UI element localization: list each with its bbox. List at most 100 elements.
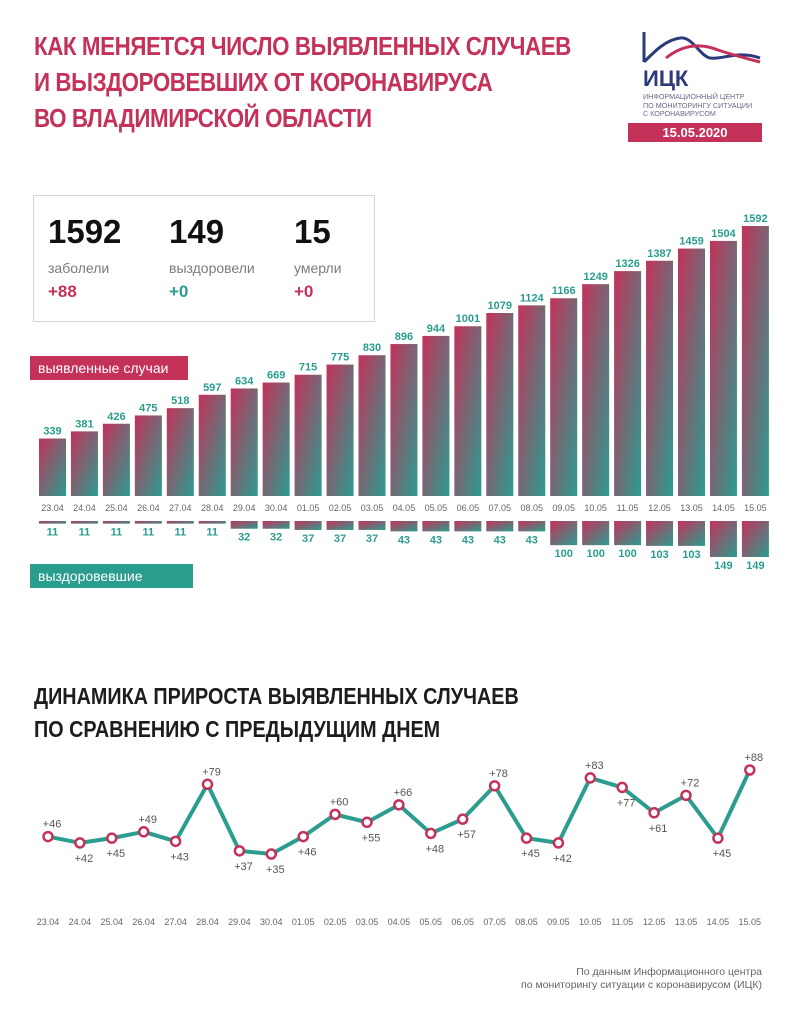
date-tick-label: 28.04 [201,503,224,513]
cases-value-label: 634 [235,375,254,387]
cases-value-label: 1124 [520,292,545,304]
increase-value-label: +46 [298,847,317,859]
date-tick-label: 26.04 [132,917,155,927]
cases-value-label: 1504 [711,228,736,240]
section2-title-line: ДИНАМИКА ПРИРОСТА ВЫЯВЛЕННЫХ СЛУЧАЕВ [34,683,519,709]
recovered-value-label: 43 [462,534,474,546]
recovered-bar [102,521,130,524]
date-tick-label: 25.04 [105,503,128,513]
increase-point [265,848,278,860]
increase-value-label: +37 [234,861,253,873]
increase-value-label: +61 [649,823,668,835]
recovered-value-label: 103 [682,549,700,561]
recovered-bar [741,521,769,557]
date-tick-label: 23.04 [41,503,64,513]
cases-bar [486,313,514,496]
stat-recovered: 149 выздоровели +0 [169,214,255,302]
cases-bar [134,415,162,496]
cases-value-label: 1592 [743,213,767,225]
date-tick-label: 23.04 [37,917,60,927]
recovered-bar [166,521,194,524]
recovered-value-label: 11 [47,527,59,539]
date-tick-label: 11.05 [617,503,639,513]
date-tick-label: 08.05 [515,917,538,927]
stat-value: 1592 [48,213,122,250]
increase-value-label: +45 [713,848,732,860]
cases-value-label: 1249 [583,271,607,283]
logo-subtitle-line: С КОРОНАВИРУСОМ [643,109,716,118]
cases-bar [518,305,546,496]
cases-bar [582,284,610,496]
recovered-bar [70,521,98,524]
cases-value-label: 1001 [456,313,480,325]
recovered-bar [294,521,322,530]
date-tick-label: 25.04 [101,917,124,927]
recovered-bar [709,521,737,557]
date-tick-label: 24.04 [69,917,92,927]
recovered-value-label: 43 [430,534,442,546]
cases-value-label: 830 [363,342,381,354]
date-tick-label: 02.05 [324,917,347,927]
recovered-value-label: 11 [206,527,218,539]
cases-bar [294,374,322,496]
date-tick-label: 04.05 [393,503,416,513]
increase-value-label: +55 [362,832,381,844]
increase-value-label: +57 [457,829,476,841]
recovered-value-label: 100 [586,548,604,560]
increase-value-label: +60 [330,796,349,808]
cases-bar [166,408,194,496]
date-tick-label: 06.05 [451,917,474,927]
icc-logo: ИЦК ИНФОРМАЦИОННЫЙ ЦЕНТР ПО МОНИТОРИНГУ … [626,28,762,118]
section2-title-line: ПО СРАВНЕНИЮ С ПРЕДЫДУЩИМ ДНЕМ [34,716,441,742]
increase-value-label: +72 [681,777,700,789]
increase-point [680,789,692,802]
date-tick-label: 09.05 [547,917,570,927]
cases-bar [646,260,674,496]
recovered-value-label: 43 [494,534,506,546]
source-note-line: по мониторингу ситуации с коронавирусом … [521,979,762,991]
date-tick-label: 14.05 [712,503,735,513]
recovered-value-label: 37 [334,533,346,545]
increase-value-label: +83 [585,760,604,772]
date-tick-label: 10.05 [579,917,602,927]
date-tick-label: 29.04 [233,503,256,513]
cases-bar [262,382,290,496]
section2-title: ДИНАМИКА ПРИРОСТА ВЫЯВЛЕННЫХ СЛУЧАЕВ ПО … [34,680,519,746]
cases-bar [614,271,642,496]
date-tick-label: 24.04 [73,503,96,513]
cases-value-label: 339 [43,426,61,438]
stat-value: 149 [169,213,225,250]
cases-value-label: 1387 [647,248,671,260]
stats-box: 1592 заболели +88 149 выздоровели +0 15 … [33,195,375,322]
date-tick-label: 15.05 [739,917,762,927]
logo-abbr: ИЦК [643,66,689,91]
source-note: По данным Информационного центра по мони… [521,966,762,992]
cases-bar [550,298,578,496]
recovered-value-label: 32 [270,532,282,544]
main-title-line: И ВЫЗДОРОВЕВШИХ ОТ КОРОНАВИРУСА [34,67,493,97]
date-tick-label: 27.04 [169,503,192,513]
increase-point [648,807,660,819]
date-tick-label: 10.05 [584,503,607,513]
recovered-bar [486,521,514,532]
cases-value-label: 1079 [488,300,512,312]
increase-point [393,799,405,811]
increase-point [361,816,373,829]
date-tick-label: 04.05 [388,917,411,927]
increase-point [425,827,437,840]
date-tick-label: 08.05 [520,503,543,513]
recovered-bar [134,521,162,524]
increase-point [616,781,628,794]
increase-point [233,845,246,857]
date-tick-label: 05.05 [420,917,443,927]
cases-value-label: 775 [331,352,349,364]
recovered-bar [646,521,674,546]
cases-bar [741,226,769,496]
increase-point [106,832,118,844]
date-badge: 15.05.2020 [628,123,762,142]
recovered-bar [198,521,226,524]
recovered-value-label: 32 [238,532,250,544]
increase-value-label: +42 [553,853,572,865]
increase-value-label: +77 [617,797,636,809]
